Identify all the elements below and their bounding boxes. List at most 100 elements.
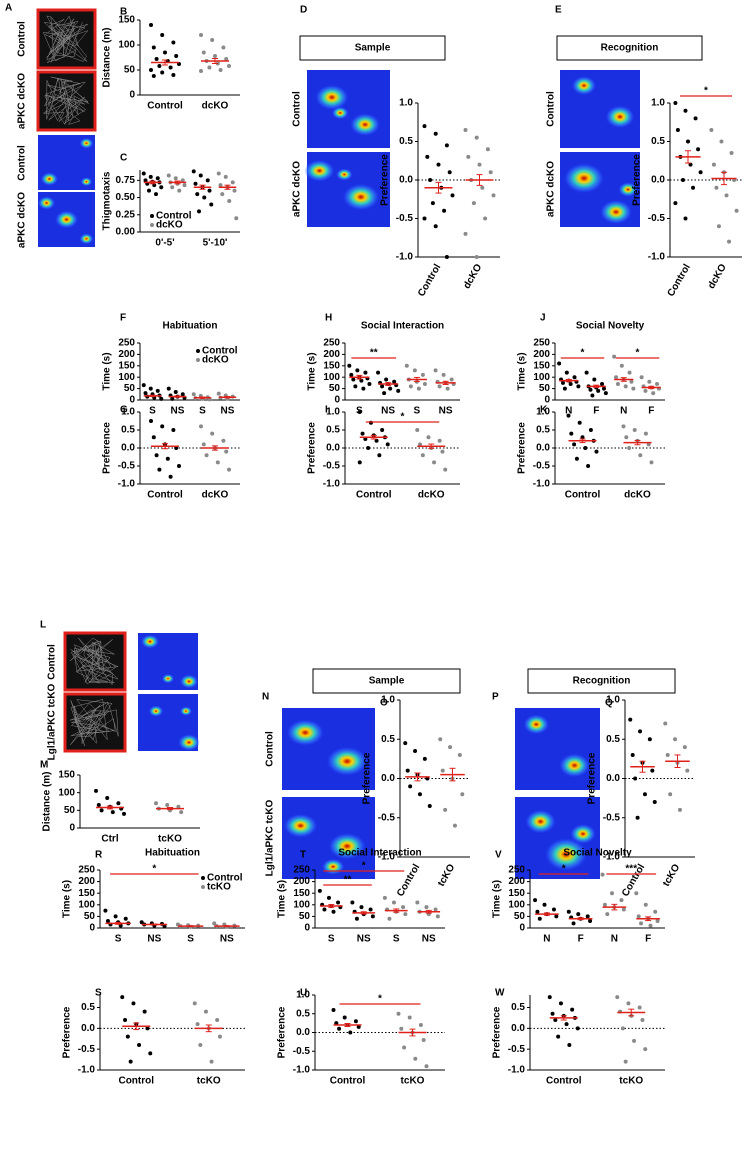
data-point xyxy=(385,442,390,447)
image-label: Control xyxy=(546,91,557,127)
data-point xyxy=(370,914,375,919)
data-point xyxy=(123,1018,128,1022)
significance-label: * xyxy=(562,864,566,875)
data-point xyxy=(571,921,576,926)
data-point xyxy=(566,909,571,914)
x-tick-label: dcKO xyxy=(624,490,651,501)
data-point xyxy=(166,386,171,391)
data-point xyxy=(646,442,651,447)
y-axis-label: Time (s) xyxy=(62,880,73,918)
data-point xyxy=(396,1011,401,1016)
data-point xyxy=(588,919,593,924)
data-point xyxy=(173,176,178,181)
data-point xyxy=(357,460,362,465)
data-point xyxy=(601,386,606,391)
y-axis-label: Time (s) xyxy=(492,880,503,918)
data-point xyxy=(148,1051,153,1056)
significance-label: * xyxy=(704,86,708,97)
y-tick-label: 0.00 xyxy=(116,227,136,238)
data-point xyxy=(191,392,196,397)
data-point xyxy=(642,792,647,797)
data-point xyxy=(215,1018,220,1022)
data-point xyxy=(652,800,657,805)
data-point xyxy=(417,792,422,797)
data-point xyxy=(396,388,401,393)
legend-label: tcKO xyxy=(207,882,231,893)
panel-letter: P xyxy=(492,692,499,703)
image-label: aPKC dcKO xyxy=(292,161,303,217)
data-point xyxy=(619,363,624,368)
image-label: Lgl1/aPKC tcKO xyxy=(265,799,276,876)
data-point xyxy=(444,255,449,259)
trajectory xyxy=(69,637,119,686)
data-point xyxy=(413,749,418,754)
data-point xyxy=(215,460,220,465)
heat-spot xyxy=(328,833,366,860)
x-tick-label: F xyxy=(645,934,651,945)
data-point xyxy=(168,65,173,70)
data-point xyxy=(418,442,423,447)
data-point xyxy=(643,902,648,907)
data-point xyxy=(176,804,181,809)
data-point xyxy=(683,216,688,221)
data-point xyxy=(457,752,462,757)
data-point xyxy=(452,823,457,828)
y-tick-label: -0.5 xyxy=(603,812,621,823)
data-point xyxy=(143,391,148,396)
data-point xyxy=(407,1015,412,1020)
data-point xyxy=(560,380,565,385)
data-point xyxy=(192,1001,197,1006)
data-point xyxy=(574,456,579,461)
y-tick-label: 0.5 xyxy=(399,136,413,147)
x-tick-label: 0'-5' xyxy=(155,238,174,249)
data-point xyxy=(586,464,591,468)
y-tick-label: 0.5 xyxy=(651,136,665,147)
data-point xyxy=(422,216,427,221)
image-label: Control xyxy=(47,644,58,680)
x-tick-label: F xyxy=(578,934,584,945)
data-point xyxy=(566,413,571,418)
y-tick-label: 0.5 xyxy=(381,734,395,745)
data-point xyxy=(399,1026,404,1031)
data-point xyxy=(437,384,442,389)
data-point xyxy=(603,391,608,396)
data-point xyxy=(174,446,179,450)
data-point xyxy=(648,923,653,928)
data-point xyxy=(441,372,446,377)
data-point xyxy=(227,64,231,68)
data-point xyxy=(628,717,633,722)
data-point xyxy=(404,363,409,368)
data-point xyxy=(413,1056,418,1061)
panel-letter: W xyxy=(495,988,505,999)
y-tick-label: 0.5 xyxy=(326,425,340,436)
data-point xyxy=(203,1009,208,1014)
data-point xyxy=(198,1043,203,1047)
heat-spot xyxy=(286,719,324,746)
data-point xyxy=(128,1059,133,1064)
data-point xyxy=(147,188,151,193)
y-tick-label: 0.0 xyxy=(326,443,340,454)
data-point xyxy=(568,382,573,387)
data-point xyxy=(643,431,648,436)
data-point xyxy=(425,154,430,159)
y-tick-label: 0.5 xyxy=(536,425,550,436)
data-point xyxy=(711,162,716,167)
data-point xyxy=(433,368,438,373)
significance-label: ** xyxy=(344,875,352,886)
y-tick-label: 50 xyxy=(124,65,136,76)
y-tick-label: -0.5 xyxy=(533,461,551,472)
data-point xyxy=(197,209,201,214)
y-tick-label: 250 xyxy=(78,865,95,876)
data-point xyxy=(154,453,159,458)
data-point xyxy=(380,384,385,389)
y-tick-label: 0.0 xyxy=(651,175,665,186)
x-tick-label: NS xyxy=(147,934,161,945)
data-point xyxy=(639,921,644,926)
data-point xyxy=(719,139,724,144)
data-point xyxy=(438,737,443,742)
x-tick-label: dcKO xyxy=(202,490,229,501)
x-tick-label: dcKO xyxy=(706,262,729,291)
y-tick-label: -1.0 xyxy=(293,1065,311,1076)
data-point xyxy=(99,808,104,813)
y-tick-label: 0.5 xyxy=(81,1002,95,1013)
